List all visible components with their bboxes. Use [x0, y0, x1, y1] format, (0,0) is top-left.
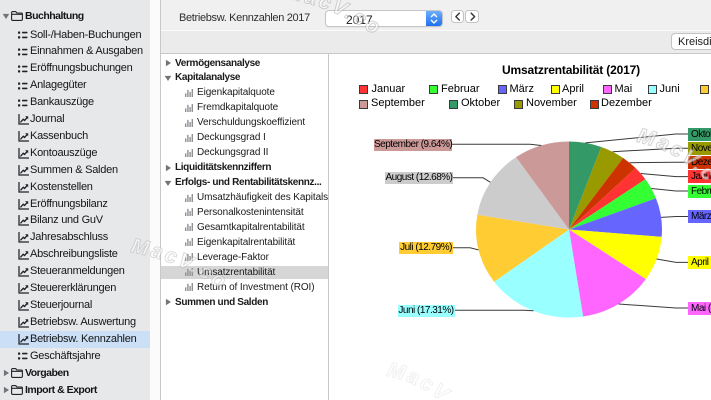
svg-text:MacV.com: MacV.com: [385, 358, 496, 400]
svg-text:MacV.com: MacV.com: [269, 0, 386, 40]
svg-text:MacV.com: MacV.com: [635, 124, 711, 216]
